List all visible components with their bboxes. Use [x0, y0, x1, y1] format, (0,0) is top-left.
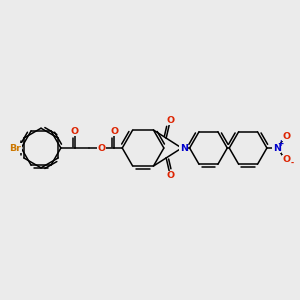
Text: O: O — [283, 155, 291, 164]
Text: +: + — [278, 139, 284, 148]
Text: O: O — [166, 171, 174, 180]
Text: N: N — [180, 143, 188, 152]
Text: Br: Br — [9, 143, 21, 152]
Text: O: O — [70, 127, 79, 136]
Text: O: O — [98, 143, 106, 152]
Text: O: O — [110, 127, 118, 136]
Text: O: O — [166, 116, 174, 125]
Text: -: - — [291, 158, 294, 167]
Text: O: O — [283, 132, 291, 141]
Text: N: N — [273, 143, 281, 152]
